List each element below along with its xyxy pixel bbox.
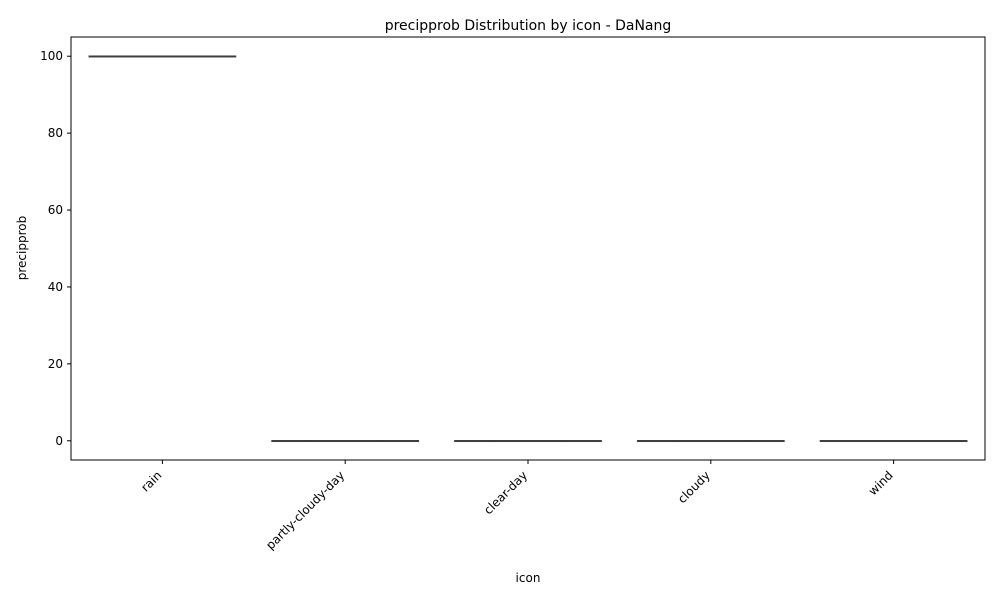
x-tick-label: partly-cloudy-day xyxy=(263,468,347,552)
y-tick-label: 100 xyxy=(40,49,63,63)
box-rain xyxy=(88,55,237,58)
x-axis: rain partly-cloudy-day clear-day cloudy wind xyxy=(138,460,896,552)
boxes-layer xyxy=(88,55,968,443)
y-tick-label: 80 xyxy=(48,126,63,140)
box-wind xyxy=(819,440,968,443)
x-tick-label: rain xyxy=(138,468,164,494)
box-clear-day xyxy=(454,440,602,443)
x-axis-label: icon xyxy=(516,571,541,585)
box-partly-cloudy-day xyxy=(271,440,420,443)
chart-title: precipprob Distribution by icon - DaNang xyxy=(385,18,672,34)
plot-frame xyxy=(70,36,986,461)
x-tick-label: wind xyxy=(866,468,896,498)
x-tick-label: cloudy xyxy=(675,468,713,506)
y-axis-label: precipprob xyxy=(15,216,29,280)
y-tick-label: 60 xyxy=(48,203,63,217)
x-tick-label: clear-day xyxy=(481,468,530,517)
y-tick-label: 40 xyxy=(48,280,63,294)
box-cloudy xyxy=(636,440,785,443)
y-tick-label: 0 xyxy=(55,434,63,448)
y-axis: 0 20 40 60 80 100 xyxy=(40,49,71,448)
y-tick-label: 20 xyxy=(48,357,63,371)
